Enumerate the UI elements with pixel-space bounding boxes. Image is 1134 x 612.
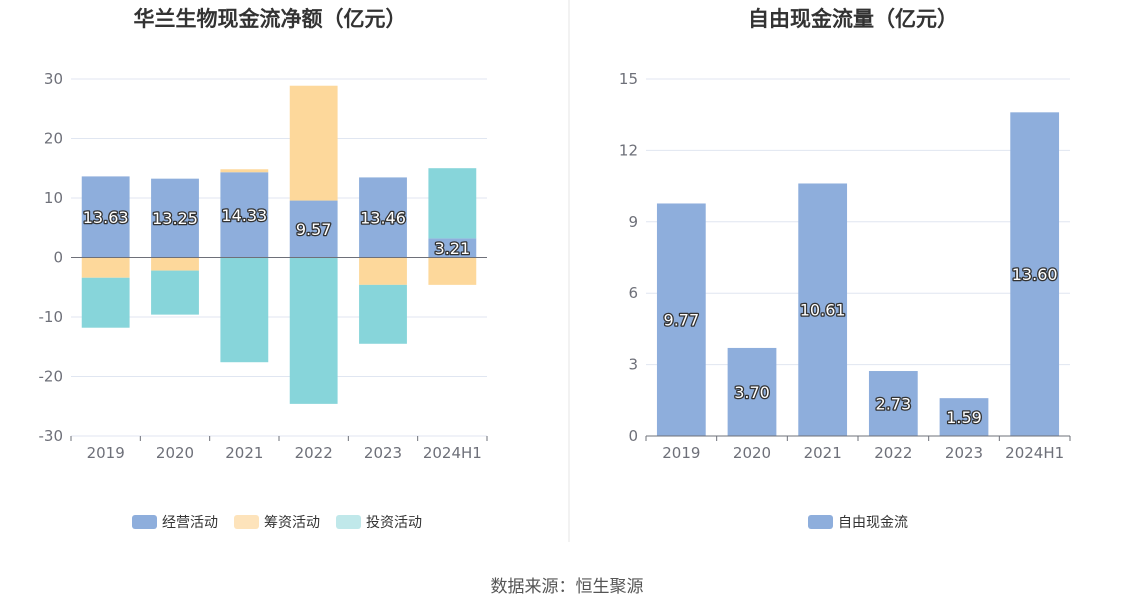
x-tick-label: 2020 [156,444,194,462]
bar-经营活动 [81,176,130,258]
y-tick-label: 0 [628,427,638,445]
data-label: 13.46 [360,208,406,227]
bar-经营活动 [359,177,407,258]
y-tick-label: 20 [44,130,63,148]
y-tick-label: -20 [39,368,64,386]
x-tick-label: 2024H1 [423,444,482,462]
bar-自由现金流 [798,183,848,436]
data-label: 9.57 [296,220,332,239]
bar-自由现金流 [868,371,918,436]
y-tick-label: 9 [628,213,638,231]
bar-投资活动 [81,277,130,328]
right-chart-title: 自由现金流量（亿元） [748,7,958,31]
y-tick-label: 6 [628,284,638,302]
left-chart: 30 20 10 0 -10 -20 -30 2019 2020 2021 2022 2023 2024… [39,70,488,531]
bar-投资活动 [289,257,338,404]
data-label: 2.73 [876,395,912,414]
left-chart-title: 华兰生物现金流净额（亿元） [134,7,407,31]
bar-自由现金流 [727,347,777,436]
y-tick-label: -10 [39,308,64,326]
y-tick-label: 3 [628,356,638,374]
bar-筹资活动 [220,169,269,173]
x-tick-label: 2023 [364,444,402,462]
x-tick-label: 2021 [804,444,842,462]
y-tick-label: 30 [44,70,63,88]
y-tick-label: 0 [53,249,63,267]
bar-投资活动 [428,168,477,239]
data-label: 13.25 [152,209,198,228]
right-chart: 15 12 9 6 3 0 2019 2020 2021 2022 2023 2024H1 9.77 3.… [619,70,1071,531]
x-tick-label: 2023 [945,444,983,462]
legend-label: 经营活动 [162,515,218,531]
y-tick-label: -30 [39,427,64,445]
data-label: 1.59 [946,408,982,427]
y-tick-label: 12 [619,141,638,159]
data-source: 数据来源：恒生聚源 [491,577,644,597]
x-tick-label: 2022 [874,444,912,462]
bar-筹资活动 [81,257,130,278]
data-label: 9.77 [664,311,700,330]
bar-投资活动 [151,270,199,315]
bar-投资活动 [220,257,269,363]
legend-label: 自由现金流 [838,515,908,531]
legend-label: 筹资活动 [264,514,320,531]
bar-筹资活动 [359,257,407,285]
data-label: 13.63 [83,208,129,227]
data-label: 3.70 [734,383,770,402]
x-tick-label: 2019 [87,444,125,462]
legend-label: 投资活动 [366,515,422,531]
legend-swatch [336,515,361,529]
x-tick-label: 2021 [225,444,263,462]
bar-筹资活动 [151,257,199,271]
legend-swatch [132,515,157,529]
x-tick-label: 2024H1 [1005,444,1064,462]
bar-经营活动 [289,200,338,258]
x-tick-label: 2020 [733,444,771,462]
data-label: 3.21 [435,239,471,258]
bar-经营活动 [151,178,199,258]
bar-自由现金流 [656,203,706,436]
bar-自由现金流 [1010,112,1060,436]
bar-投资活动 [359,284,407,344]
bar-经营活动 [428,238,477,258]
bar-经营活动 [220,172,269,258]
y-tick-label: 10 [44,189,63,207]
bar-筹资活动 [289,85,338,201]
legend-swatch [234,515,259,529]
x-tick-label: 2019 [662,444,700,462]
legend-swatch [808,515,833,529]
bar-筹资活动 [428,257,477,285]
x-tick-label: 2022 [295,444,333,462]
data-label: 14.33 [221,206,267,225]
data-label: 10.61 [800,301,846,320]
data-label: 13.60 [1012,265,1058,284]
bar-自由现金流 [939,398,989,436]
y-tick-label: 15 [619,70,638,88]
